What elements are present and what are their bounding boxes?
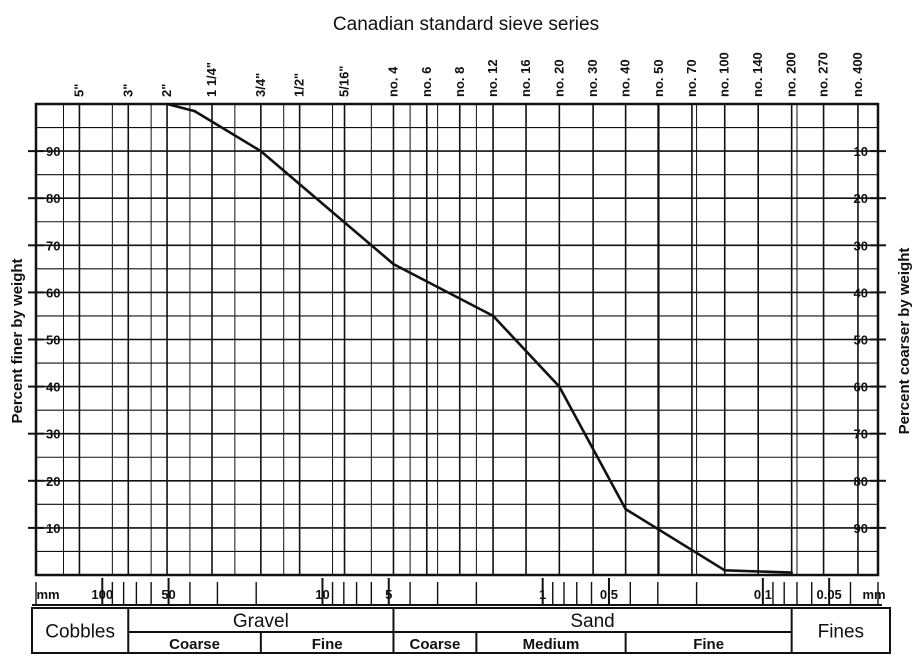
sieve-label: no. 200 bbox=[784, 52, 799, 97]
class-sub-label: Fine bbox=[693, 636, 724, 653]
y-tick-label-left: 40 bbox=[46, 380, 60, 395]
sieve-label: no. 400 bbox=[850, 52, 865, 97]
data-point bbox=[193, 109, 196, 113]
y-tick-label-left: 10 bbox=[46, 521, 60, 536]
class-sub-label: Fine bbox=[312, 636, 343, 653]
sieve-label: no. 270 bbox=[816, 52, 831, 97]
sieve-label: no. 16 bbox=[518, 59, 533, 97]
class-sub-label: Medium bbox=[523, 636, 580, 653]
sieve-label: no. 30 bbox=[585, 59, 600, 97]
class-group-label: Sand bbox=[570, 611, 614, 632]
sieve-label: no. 4 bbox=[385, 66, 400, 97]
mm-tick-label: 0.1 bbox=[754, 587, 772, 602]
mm-tick-label: 1 bbox=[539, 587, 546, 602]
y-tick-label-right: 80 bbox=[854, 474, 868, 489]
y-tick-label-right: 90 bbox=[854, 521, 868, 536]
mm-unit-right: mm bbox=[862, 587, 885, 602]
class-sub-label: Coarse bbox=[409, 636, 460, 653]
sieve-label-layer: 5" 3" 2" 1 1/4" 3/4" 1/2" 5/16" no. 4 no. 6 no. 8… bbox=[71, 52, 865, 97]
y-tick-label-left: 30 bbox=[46, 427, 60, 442]
classification-frame bbox=[31, 607, 891, 654]
mm-unit-left: mm bbox=[36, 587, 59, 602]
sieve-label: no. 6 bbox=[419, 67, 434, 97]
data-point bbox=[259, 149, 263, 153]
data-point bbox=[392, 262, 395, 266]
sieve-label: no. 12 bbox=[485, 59, 500, 97]
mm-axis-layer: mm mm 100 50 10 5 1 0.5 0.1 0.05 bbox=[32, 578, 886, 606]
sieve-label: no. 140 bbox=[750, 52, 765, 97]
data-point bbox=[723, 568, 727, 572]
y-tick-label-right: 10 bbox=[854, 144, 868, 159]
sieve-label: no. 70 bbox=[684, 59, 699, 97]
sieve-label: 2" bbox=[159, 84, 174, 97]
y-tick-label-right: 30 bbox=[854, 238, 868, 253]
class-sub-label: Coarse bbox=[169, 636, 220, 653]
sieve-label: 1 1/4" bbox=[204, 62, 219, 97]
sieve-label: 3/4" bbox=[253, 73, 268, 97]
chart-title: Canadian standard sieve series bbox=[333, 14, 599, 35]
y-tick-label-right: 70 bbox=[854, 427, 868, 442]
sieve-label: 1/2" bbox=[292, 73, 307, 97]
data-point bbox=[624, 507, 627, 511]
sieve-label: 5/16" bbox=[337, 66, 352, 97]
sieve-label: no. 50 bbox=[651, 59, 666, 97]
y-tick-label-left: 70 bbox=[46, 238, 60, 253]
class-group-label: Cobbles bbox=[45, 622, 115, 643]
mm-tick-label: 100 bbox=[91, 587, 113, 602]
y-axis-title-left: Percent finer by weight bbox=[9, 258, 26, 423]
data-point bbox=[558, 385, 561, 388]
mm-tick-label: 0.5 bbox=[600, 587, 618, 602]
class-group-label: Fines bbox=[818, 622, 864, 643]
y-tick-layer: 90 80 70 60 50 40 30 20 10 10 20 30 40 50 60 70 80 90 bbox=[28, 144, 886, 536]
mm-tick-label: 5 bbox=[385, 587, 392, 602]
sieve-label: no. 40 bbox=[618, 59, 633, 97]
mm-tick-label: 50 bbox=[161, 587, 175, 602]
data-point bbox=[165, 102, 169, 106]
classification-layer: Cobbles Gravel Coarse Fine Sand Coarse Medium F… bbox=[31, 607, 891, 654]
y-tick-label-left: 20 bbox=[46, 474, 60, 489]
series-layer bbox=[165, 102, 793, 574]
sieve-label: 5" bbox=[71, 84, 86, 97]
y-tick-label-right: 60 bbox=[854, 380, 868, 395]
sieve-label: no. 20 bbox=[551, 59, 566, 97]
grid-layer bbox=[34, 102, 880, 577]
data-point bbox=[491, 314, 495, 318]
y-tick-label-right: 50 bbox=[854, 333, 868, 348]
sieve-label: 3" bbox=[120, 84, 135, 97]
y-tick-label-left: 50 bbox=[46, 333, 60, 348]
y-tick-label-right: 20 bbox=[854, 191, 868, 206]
y-axis-title-right: Percent coarser by weight bbox=[896, 248, 913, 435]
mm-tick-label: 10 bbox=[315, 587, 329, 602]
mm-tick-label: 0.05 bbox=[816, 587, 841, 602]
y-tick-label-left: 80 bbox=[46, 191, 60, 206]
y-tick-label-left: 90 bbox=[46, 144, 60, 159]
y-tick-label-left: 60 bbox=[46, 285, 60, 300]
sieve-label: no. 100 bbox=[717, 52, 732, 97]
y-tick-label-right: 40 bbox=[854, 285, 868, 300]
data-point bbox=[790, 571, 793, 574]
class-group-label: Gravel bbox=[233, 611, 289, 632]
sieve-label: no. 8 bbox=[452, 67, 467, 97]
